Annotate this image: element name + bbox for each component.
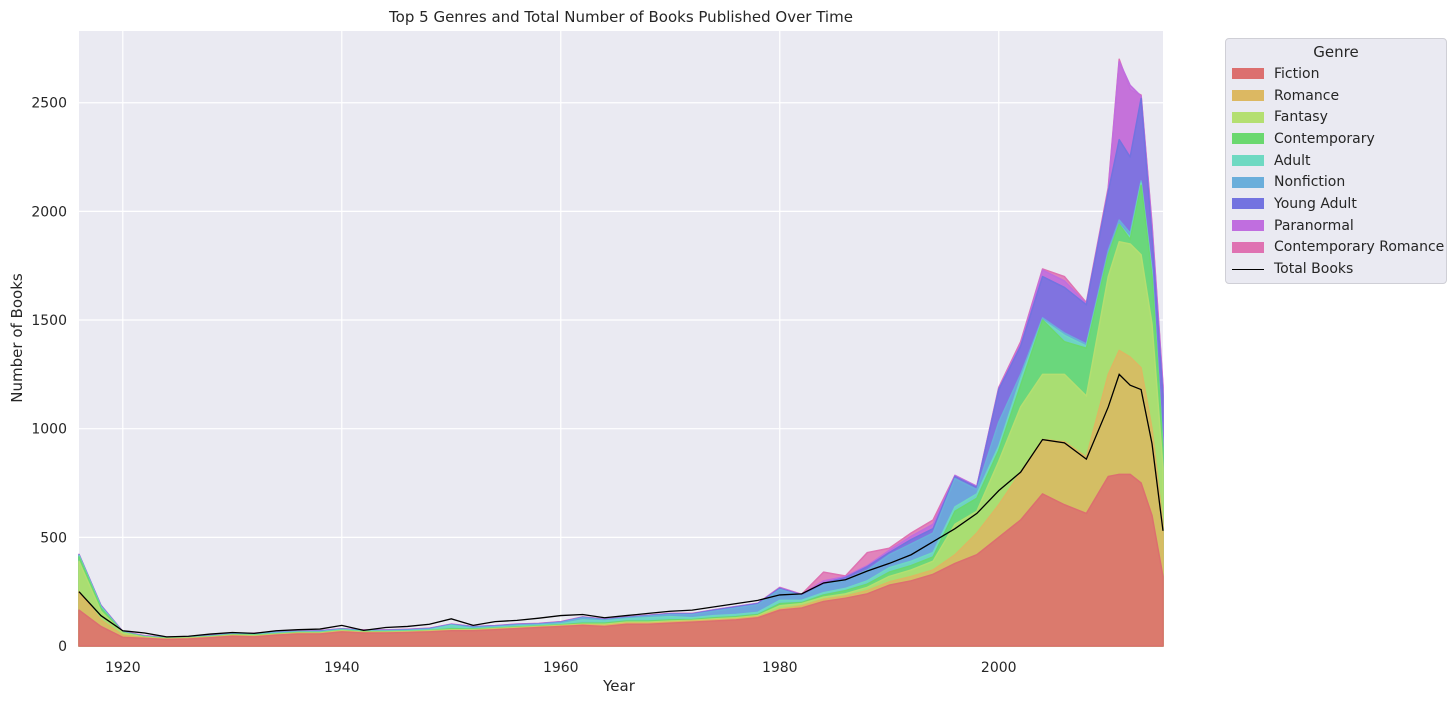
legend-item-young-adult: Young Adult (1226, 193, 1446, 215)
legend-label: Young Adult (1274, 195, 1357, 212)
legend-label: Fantasy (1274, 109, 1328, 126)
legend-item-nonfiction: Nonfiction (1226, 171, 1446, 193)
legend-swatch (1232, 155, 1264, 167)
legend-item-paranormal: Paranormal (1226, 215, 1446, 237)
legend-label: Contemporary Romance (1274, 239, 1445, 256)
legend-item-total-books: Total Books (1226, 258, 1446, 280)
x-axis-ticks: 1920 1940 1960 1980 2000 (105, 660, 1017, 676)
chart-title: Top 5 Genres and Total Number of Books P… (388, 8, 853, 26)
legend-swatch (1232, 111, 1264, 123)
legend-title: Genre (1313, 43, 1359, 61)
y-tick-label-4: 2000 (31, 204, 67, 220)
x-tick-label-4: 2000 (981, 660, 1017, 676)
legend-label: Fiction (1274, 65, 1320, 82)
legend-swatch (1232, 220, 1264, 232)
y-axis-label: Number of Books (8, 273, 26, 403)
legend-swatch (1232, 198, 1264, 210)
legend-swatch (1232, 241, 1264, 253)
legend-label: Contemporary (1274, 130, 1375, 147)
y-tick-label-5: 2500 (31, 96, 67, 112)
legend-label: Romance (1274, 87, 1340, 104)
legend-label: Total Books (1274, 261, 1354, 278)
y-tick-label-0: 0 (58, 639, 67, 655)
legend-item-contemporary-romance: Contemporary Romance (1226, 237, 1446, 259)
legend-label: Paranormal (1274, 217, 1354, 234)
legend-item-contemporary: Contemporary (1226, 128, 1446, 150)
legend-label: Adult (1274, 152, 1311, 169)
legend-item-romance: Romance (1226, 85, 1446, 107)
legend-item-fiction: Fiction (1226, 63, 1446, 85)
y-tick-label-1: 500 (40, 530, 67, 546)
legend-item-fantasy: Fantasy (1226, 106, 1446, 128)
y-tick-label-2: 1000 (31, 422, 67, 438)
legend-swatch (1232, 68, 1264, 80)
legend-item-adult: Adult (1226, 150, 1446, 172)
legend-swatch (1232, 176, 1264, 188)
legend-swatch (1232, 133, 1264, 145)
y-axis-ticks: 0 500 1000 1500 2000 2500 (31, 96, 67, 655)
legend-items: Fiction Romance Fantasy Contemporary Adult No… (1226, 63, 1446, 280)
total-line-group (78, 373, 1164, 638)
x-tick-label-0: 1920 (105, 660, 141, 676)
y-tick-label-3: 1500 (31, 313, 67, 329)
x-tick-label-1: 1940 (324, 660, 360, 676)
legend: Genre Fiction Romance Fantasy Contemporary A… (1225, 38, 1447, 284)
total-books-line (78, 373, 1164, 638)
legend-line-swatch (1232, 268, 1264, 270)
x-tick-label-3: 1980 (762, 660, 798, 676)
legend-swatch (1232, 90, 1264, 102)
x-tick-label-2: 1960 (543, 660, 579, 676)
legend-label: Nonfiction (1274, 174, 1346, 191)
area-fiction (78, 473, 1164, 647)
x-axis-label: Year (602, 677, 636, 695)
series-areas (78, 58, 1164, 647)
